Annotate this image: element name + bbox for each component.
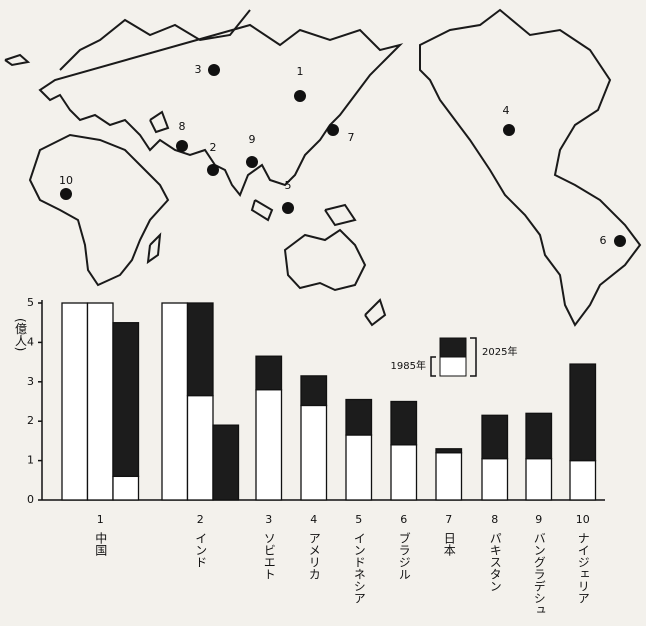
- americas-outline: [419, 8, 642, 327]
- category-label: ブラジル: [397, 531, 411, 580]
- map-marker-label: 1: [297, 65, 304, 78]
- bar-segment: [569, 363, 597, 462]
- bar-segment: [569, 459, 597, 501]
- category-number: 6: [400, 513, 407, 526]
- map-marker-label: 5: [285, 179, 292, 192]
- map-marker: [282, 202, 294, 214]
- map-marker-label: 10: [59, 174, 73, 187]
- island-outline: [364, 298, 387, 327]
- map-marker-label: 6: [600, 234, 607, 247]
- category-number: 8: [491, 513, 498, 526]
- map-marker: [294, 90, 306, 102]
- category-number: 3: [265, 513, 272, 526]
- bar-segment: [390, 444, 418, 501]
- legend-swatch: [439, 337, 467, 358]
- category-label: インド: [194, 532, 208, 568]
- island-outline: [4, 53, 31, 67]
- bar-segment: [112, 475, 140, 501]
- bar-segment: [525, 412, 553, 460]
- island-outline: [146, 232, 162, 265]
- bar-segment: [435, 448, 463, 454]
- bar-segment: [61, 302, 89, 501]
- map-marker: [246, 156, 258, 168]
- map-marker-label: 3: [195, 63, 202, 76]
- y-tick-label: 4: [27, 335, 34, 348]
- y-tick-label: 0: [27, 493, 34, 506]
- map-marker: [60, 188, 72, 200]
- legend-label: 2025年: [482, 345, 517, 358]
- legend-label: 1985年: [391, 359, 426, 372]
- map-marker: [614, 235, 626, 247]
- legend-swatch: [439, 356, 467, 377]
- category-label: ソビエト: [262, 532, 276, 580]
- africa-outline: [28, 133, 170, 287]
- category-number: 10: [576, 513, 590, 526]
- bar-segment: [255, 355, 283, 391]
- category-number: 7: [445, 513, 452, 526]
- category-label: ナイジェリア: [576, 532, 590, 604]
- world-map: [4, 8, 642, 327]
- island-outline: [324, 203, 357, 227]
- bar-segment: [186, 394, 214, 501]
- y-tick-label: 2: [27, 414, 34, 427]
- island-outline: [149, 110, 170, 134]
- legend-bracket: [430, 356, 436, 377]
- category-label: パキスタン: [488, 532, 502, 592]
- category-label: アメリカ: [307, 532, 321, 580]
- map-marker: [207, 164, 219, 176]
- map-marker: [208, 64, 220, 76]
- legend-bracket: [470, 337, 477, 377]
- category-number: 1: [97, 513, 104, 526]
- category-label: 日本: [442, 532, 456, 557]
- eurasia-outline: [38, 9, 404, 197]
- bar-segment: [481, 414, 509, 460]
- map-marker-label: 7: [348, 131, 355, 144]
- bar-segment: [112, 322, 140, 478]
- category-number: 9: [535, 513, 542, 526]
- y-tick-label: 1: [27, 454, 34, 467]
- map-marker-label: 2: [210, 141, 217, 154]
- category-number: 2: [197, 513, 204, 526]
- australia-outline: [283, 228, 367, 292]
- bar-segment: [255, 389, 283, 501]
- map-marker: [327, 124, 339, 136]
- category-label: バングラデシュ: [532, 532, 546, 616]
- bar-segment: [212, 424, 240, 501]
- bar-segment: [161, 302, 189, 501]
- y-tick-label: 3: [27, 375, 34, 388]
- bar-segment: [86, 302, 114, 501]
- bar-segment: [525, 457, 553, 501]
- map-marker: [503, 124, 515, 136]
- bar-segment: [481, 457, 509, 501]
- map-marker: [176, 140, 188, 152]
- bar-segment: [435, 452, 463, 501]
- bar-segment: [186, 302, 214, 397]
- y-tick-label: 5: [27, 296, 34, 309]
- bar-segment: [345, 434, 373, 501]
- map-marker-label: 4: [503, 104, 510, 117]
- y-axis-label: (億人): [14, 318, 28, 351]
- map-marker-label: 8: [179, 120, 186, 133]
- island-outline: [250, 199, 274, 222]
- category-number: 5: [355, 513, 362, 526]
- bar-segment: [390, 400, 418, 446]
- category-label: 中国: [94, 531, 108, 556]
- category-number: 4: [310, 513, 317, 526]
- category-label: インドネシア: [352, 532, 366, 604]
- bar-segment: [300, 404, 328, 501]
- bar-segment: [345, 398, 373, 436]
- map-marker-label: 9: [249, 133, 256, 146]
- bar-segment: [300, 375, 328, 407]
